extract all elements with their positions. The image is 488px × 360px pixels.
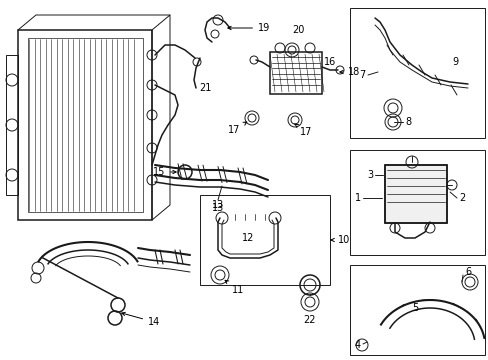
Text: 3: 3 [366, 170, 372, 180]
Text: 15: 15 [152, 167, 176, 177]
Text: 1: 1 [354, 193, 360, 203]
Text: 9: 9 [451, 57, 457, 67]
Text: 5: 5 [411, 303, 417, 313]
Text: 13: 13 [211, 200, 224, 210]
Bar [269, 52, 321, 94]
Text: 19: 19 [227, 23, 270, 33]
Bar [349, 150, 484, 255]
Text: 16: 16 [323, 57, 335, 67]
Text: 17: 17 [294, 124, 312, 137]
Text: 17: 17 [227, 122, 246, 135]
Text: 7: 7 [358, 70, 365, 80]
Bar [349, 8, 484, 138]
Text: 4: 4 [354, 340, 360, 350]
Bar [384, 165, 446, 223]
Text: 6: 6 [464, 267, 470, 277]
Text: 18: 18 [339, 67, 360, 77]
Bar [200, 195, 329, 285]
Text: 12: 12 [242, 233, 254, 243]
Text: 21: 21 [199, 83, 211, 93]
Bar [384, 165, 446, 223]
Text: 22: 22 [303, 315, 316, 325]
Bar [349, 265, 484, 355]
Text: 20: 20 [291, 25, 304, 35]
Text: 13: 13 [211, 203, 224, 213]
Bar [28, 38, 142, 212]
Text: 14: 14 [122, 312, 160, 327]
Text: 2: 2 [458, 193, 464, 203]
Text: 10: 10 [330, 235, 349, 245]
Bar [6, 55, 18, 195]
Text: 8: 8 [404, 117, 410, 127]
Text: 11: 11 [224, 280, 244, 295]
